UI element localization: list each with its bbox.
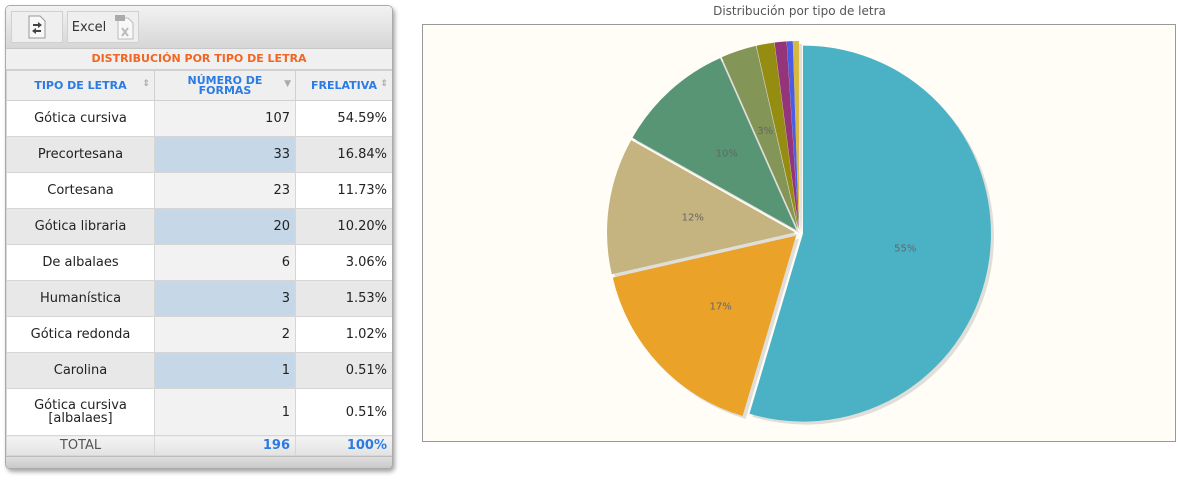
slice-label: 55% <box>894 243 916 254</box>
sort-both-icon: ⇕ <box>380 79 388 89</box>
cell-frelativa: 1.53% <box>295 280 392 317</box>
column-header-tipo[interactable]: TIPO DE LETRA ⇕ <box>6 70 155 101</box>
pie-slice[interactable] <box>632 58 797 231</box>
pie-slice[interactable] <box>756 42 799 230</box>
column-header-numero[interactable]: NÚMERO DE FORMAS ▼ <box>154 70 296 101</box>
pie-slice[interactable] <box>607 140 796 275</box>
header-label: TIPO DE LETRA <box>34 78 127 92</box>
excel-button[interactable]: Excel <box>67 11 139 43</box>
cell-tipo: Cortesana <box>6 172 155 209</box>
header-label: FRELATIVA <box>310 78 378 92</box>
chart-title: Distribución por tipo de letra <box>713 4 886 18</box>
table-footer <box>6 456 392 468</box>
excel-label: Excel <box>71 19 107 35</box>
table-row[interactable]: Gótica libraria 20 10.20% <box>6 208 392 245</box>
pie-slice[interactable] <box>612 235 797 416</box>
export-arrows-icon <box>28 15 46 39</box>
slice-label: 3% <box>757 126 773 137</box>
table-row[interactable]: Carolina 1 0.51% <box>6 352 392 389</box>
cell-tipo: Carolina <box>6 352 155 389</box>
cell-tipo: Gótica cursiva <box>6 100 155 137</box>
pie-slice[interactable] <box>786 41 799 230</box>
table-row[interactable]: Precortesana 33 16.84% <box>6 136 392 173</box>
table-row[interactable]: Gótica redonda 2 1.02% <box>6 316 392 353</box>
cell-numero: 6 <box>154 244 296 281</box>
cell-numero: 33 <box>154 136 296 173</box>
cell-frelativa: 54.59% <box>295 100 392 137</box>
cell-tipo: De albalaes <box>6 244 155 281</box>
total-numero: 196 <box>154 435 296 456</box>
excel-file-icon <box>115 15 134 40</box>
pie-slice[interactable] <box>721 45 798 230</box>
cell-tipo: Humanística <box>6 280 155 317</box>
pie-slice[interactable] <box>792 41 799 230</box>
cell-numero: 1 <box>154 388 296 436</box>
cell-numero: 20 <box>154 208 296 245</box>
column-header-frelativa[interactable]: FRELATIVA ⇕ <box>295 70 392 101</box>
slice-label: 10% <box>716 148 738 159</box>
table-row[interactable]: De albalaes 6 3.06% <box>6 244 392 281</box>
total-label: TOTAL <box>6 435 155 456</box>
cell-tipo: Gótica libraria <box>6 208 155 245</box>
table-row[interactable]: Cortesana 23 11.73% <box>6 172 392 209</box>
total-row: TOTAL 196 100% <box>6 435 392 456</box>
sort-desc-icon: ▼ <box>284 79 291 89</box>
cell-tipo: Gótica redonda <box>6 316 155 353</box>
table-caption: DISTRIBUCIÓN POR TIPO DE LETRA <box>6 49 392 70</box>
toolbar: Excel <box>6 6 392 49</box>
table-row[interactable]: Gótica cursiva 107 54.59% <box>6 100 392 137</box>
table-row[interactable]: Humanística 3 1.53% <box>6 280 392 317</box>
cell-numero: 2 <box>154 316 296 353</box>
pie-slice[interactable] <box>749 45 991 422</box>
cell-frelativa: 0.51% <box>295 352 392 389</box>
cell-frelativa: 1.02% <box>295 316 392 353</box>
data-table: TIPO DE LETRA ⇕ NÚMERO DE FORMAS ▼ FRELATI… <box>6 70 392 456</box>
header-label: NÚMERO DE FORMAS <box>187 73 263 97</box>
cell-frelativa: 10.20% <box>295 208 392 245</box>
chart-area: 55% 17% 12% 10% 3% <box>422 24 1176 442</box>
cell-tipo: Precortesana <box>6 136 155 173</box>
cell-numero: 1 <box>154 352 296 389</box>
slice-label: 17% <box>710 301 732 312</box>
pie-slice[interactable] <box>774 41 799 230</box>
cell-tipo: Gótica cursiva [albalaes] <box>6 388 155 436</box>
cell-frelativa: 11.73% <box>295 172 392 209</box>
cell-numero: 3 <box>154 280 296 317</box>
slice-label: 12% <box>682 213 704 224</box>
cell-numero: 107 <box>154 100 296 137</box>
cell-frelativa: 0.51% <box>295 388 392 436</box>
export-button[interactable] <box>11 11 63 43</box>
table-row[interactable]: Gótica cursiva [albalaes] 1 0.51% <box>6 388 392 436</box>
pie-chart: 55% 17% 12% 10% 3% <box>607 41 994 425</box>
table-panel: Excel DISTRIBUCIÓN POR TIPO DE LETRA TIP… <box>5 5 393 469</box>
cell-frelativa: 3.06% <box>295 244 392 281</box>
cell-frelativa: 16.84% <box>295 136 392 173</box>
sort-both-icon: ⇕ <box>142 79 150 89</box>
cell-numero: 23 <box>154 172 296 209</box>
total-frelativa: 100% <box>295 435 392 456</box>
